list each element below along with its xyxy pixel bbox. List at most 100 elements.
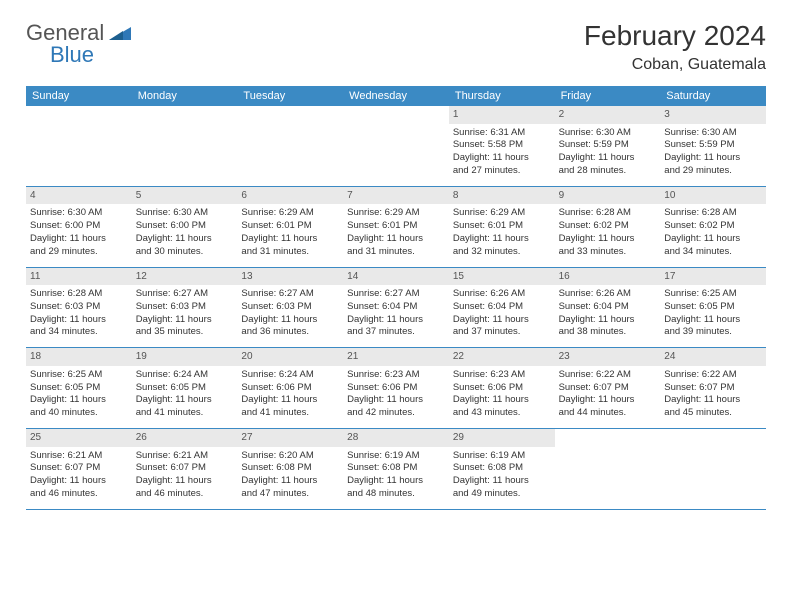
day-number: 17 [660, 268, 766, 286]
day-ss: Sunset: 6:03 PM [30, 301, 128, 314]
day-content: Sunrise: 6:19 AMSunset: 6:08 PMDaylight:… [347, 450, 445, 501]
day-ss: Sunset: 6:02 PM [559, 220, 657, 233]
day-cell: 21Sunrise: 6:23 AMSunset: 6:06 PMDayligh… [343, 348, 449, 428]
day-dl2: and 37 minutes. [453, 326, 551, 339]
day-dl1: Daylight: 11 hours [30, 314, 128, 327]
day-sr: Sunrise: 6:27 AM [136, 288, 234, 301]
day-content: Sunrise: 6:21 AMSunset: 6:07 PMDaylight:… [136, 450, 234, 501]
day-sr: Sunrise: 6:25 AM [30, 369, 128, 382]
day-cell: 15Sunrise: 6:26 AMSunset: 6:04 PMDayligh… [449, 268, 555, 348]
day-cell: 24Sunrise: 6:22 AMSunset: 6:07 PMDayligh… [660, 348, 766, 428]
day-cell: 5 Sunrise: 6:30 AMSunset: 6:00 PMDaylight… [132, 187, 238, 267]
day-dl2: and 31 minutes. [241, 246, 339, 259]
day-dl2: and 34 minutes. [664, 246, 762, 259]
day-dl1: Daylight: 11 hours [136, 394, 234, 407]
day-sr: Sunrise: 6:25 AM [664, 288, 762, 301]
logo-triangle-icon [109, 20, 131, 46]
day-sr: Sunrise: 6:30 AM [30, 207, 128, 220]
day-dl1: Daylight: 11 hours [30, 475, 128, 488]
day-sr: Sunrise: 6:22 AM [559, 369, 657, 382]
day-ss: Sunset: 6:01 PM [453, 220, 551, 233]
day-cell: 2 Sunrise: 6:30 AMSunset: 5:59 PMDaylight… [555, 106, 661, 186]
day-dl1: Daylight: 11 hours [559, 394, 657, 407]
day-ss: Sunset: 6:03 PM [136, 301, 234, 314]
weekday-saturday: Saturday [660, 86, 766, 106]
day-cell: 13Sunrise: 6:27 AMSunset: 6:03 PMDayligh… [237, 268, 343, 348]
day-ss: Sunset: 5:59 PM [559, 139, 657, 152]
day-ss: Sunset: 6:05 PM [30, 382, 128, 395]
day-content: Sunrise: 6:29 AMSunset: 6:01 PMDaylight:… [241, 207, 339, 258]
day-content: Sunrise: 6:30 AMSunset: 5:59 PMDaylight:… [559, 127, 657, 178]
day-number: 29 [449, 429, 555, 447]
day-number: 26 [132, 429, 238, 447]
day-content: Sunrise: 6:28 AMSunset: 6:02 PMDaylight:… [664, 207, 762, 258]
day-sr: Sunrise: 6:27 AM [347, 288, 445, 301]
day-sr: Sunrise: 6:21 AM [30, 450, 128, 463]
day-ss: Sunset: 6:00 PM [136, 220, 234, 233]
day-ss: Sunset: 6:08 PM [241, 462, 339, 475]
logo-text-2: Blue [50, 42, 94, 68]
day-sr: Sunrise: 6:31 AM [453, 127, 551, 140]
day-dl2: and 36 minutes. [241, 326, 339, 339]
day-dl1: Daylight: 11 hours [453, 152, 551, 165]
day-dl1: Daylight: 11 hours [453, 394, 551, 407]
day-dl1: Daylight: 11 hours [559, 233, 657, 246]
day-dl2: and 48 minutes. [347, 488, 445, 501]
day-number: 4 [26, 187, 132, 205]
day-content: Sunrise: 6:25 AMSunset: 6:05 PMDaylight:… [664, 288, 762, 339]
day-dl1: Daylight: 11 hours [136, 475, 234, 488]
day-sr: Sunrise: 6:23 AM [453, 369, 551, 382]
day-ss: Sunset: 6:06 PM [347, 382, 445, 395]
day-sr: Sunrise: 6:29 AM [347, 207, 445, 220]
day-content: Sunrise: 6:30 AMSunset: 5:59 PMDaylight:… [664, 127, 762, 178]
day-dl2: and 49 minutes. [453, 488, 551, 501]
day-cell: 25Sunrise: 6:21 AMSunset: 6:07 PMDayligh… [26, 429, 132, 509]
day-number: 13 [237, 268, 343, 286]
day-dl2: and 41 minutes. [241, 407, 339, 420]
day-dl1: Daylight: 11 hours [453, 233, 551, 246]
day-number: 28 [343, 429, 449, 447]
day-cell: 29Sunrise: 6:19 AMSunset: 6:08 PMDayligh… [449, 429, 555, 509]
day-sr: Sunrise: 6:22 AM [664, 369, 762, 382]
week-row: 11Sunrise: 6:28 AMSunset: 6:03 PMDayligh… [26, 268, 766, 349]
day-cell: 12Sunrise: 6:27 AMSunset: 6:03 PMDayligh… [132, 268, 238, 348]
day-sr: Sunrise: 6:20 AM [241, 450, 339, 463]
day-ss: Sunset: 6:03 PM [241, 301, 339, 314]
day-dl2: and 42 minutes. [347, 407, 445, 420]
day-content: Sunrise: 6:23 AMSunset: 6:06 PMDaylight:… [347, 369, 445, 420]
day-cell: 8Sunrise: 6:29 AMSunset: 6:01 PMDaylight… [449, 187, 555, 267]
day-sr: Sunrise: 6:26 AM [559, 288, 657, 301]
day-cell: 9Sunrise: 6:28 AMSunset: 6:02 PMDaylight… [555, 187, 661, 267]
day-ss: Sunset: 6:06 PM [453, 382, 551, 395]
day-sr: Sunrise: 6:30 AM [559, 127, 657, 140]
calendar-weeks: 1Sunrise: 6:31 AMSunset: 5:58 PMDaylight… [26, 106, 766, 510]
day-dl2: and 28 minutes. [559, 165, 657, 178]
day-number: 10 [660, 187, 766, 205]
day-dl2: and 46 minutes. [136, 488, 234, 501]
weekday-thursday: Thursday [449, 86, 555, 106]
day-dl1: Daylight: 11 hours [664, 314, 762, 327]
day-ss: Sunset: 6:04 PM [347, 301, 445, 314]
day-content: Sunrise: 6:30 AMSunset: 6:00 PMDaylight:… [136, 207, 234, 258]
day-cell: 23Sunrise: 6:22 AMSunset: 6:07 PMDayligh… [555, 348, 661, 428]
day-sr: Sunrise: 6:27 AM [241, 288, 339, 301]
day-dl2: and 45 minutes. [664, 407, 762, 420]
day-number: 5 [132, 187, 238, 205]
day-ss: Sunset: 6:05 PM [664, 301, 762, 314]
weekday-monday: Monday [132, 86, 238, 106]
day-dl1: Daylight: 11 hours [347, 394, 445, 407]
day-content: Sunrise: 6:27 AMSunset: 6:04 PMDaylight:… [347, 288, 445, 339]
day-cell: 4Sunrise: 6:30 AMSunset: 6:00 PMDaylight… [26, 187, 132, 267]
day-cell: 3Sunrise: 6:30 AMSunset: 5:59 PMDaylight… [660, 106, 766, 186]
header: General February 2024 Coban, Guatemala [26, 20, 766, 74]
day-cell: 16Sunrise: 6:26 AMSunset: 6:04 PMDayligh… [555, 268, 661, 348]
day-dl2: and 33 minutes. [559, 246, 657, 259]
day-content: Sunrise: 6:28 AMSunset: 6:03 PMDaylight:… [30, 288, 128, 339]
day-ss: Sunset: 6:06 PM [241, 382, 339, 395]
day-number: 2 [555, 106, 661, 124]
day-content: Sunrise: 6:25 AMSunset: 6:05 PMDaylight:… [30, 369, 128, 420]
day-cell: 27Sunrise: 6:20 AMSunset: 6:08 PMDayligh… [237, 429, 343, 509]
weekday-header-row: Sunday Monday Tuesday Wednesday Thursday… [26, 86, 766, 106]
day-dl2: and 41 minutes. [136, 407, 234, 420]
day-content: Sunrise: 6:24 AMSunset: 6:05 PMDaylight:… [136, 369, 234, 420]
